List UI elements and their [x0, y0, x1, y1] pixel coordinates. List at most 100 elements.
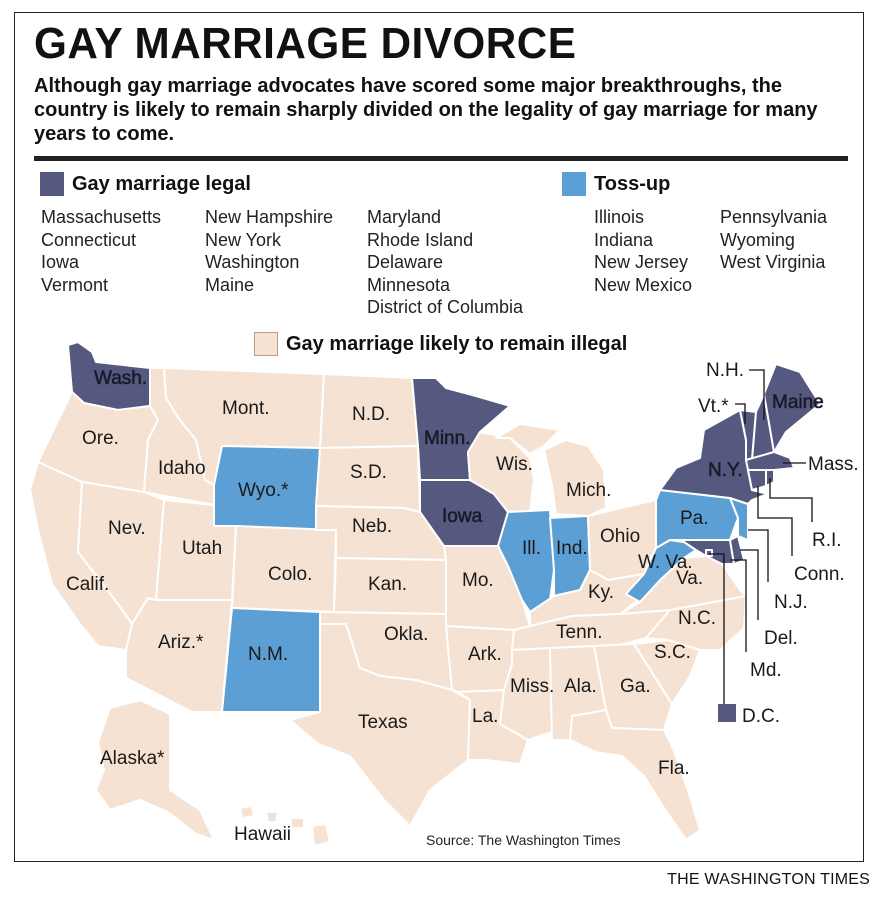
leader-vt — [735, 403, 746, 424]
source-note: Source: The Washington Times — [426, 832, 621, 848]
graphic-title: GAY MARRIAGE DIVORCE — [34, 19, 577, 68]
legal-state: Maine — [205, 274, 255, 295]
leader-lines — [709, 369, 813, 704]
legal-state: New York — [205, 229, 282, 250]
label-or: Ore. — [82, 428, 119, 449]
legal-state: New Hampshire — [205, 207, 334, 227]
label-ne: Neb. — [352, 516, 392, 537]
leader-de — [740, 549, 759, 620]
label-wy: Wyo.* — [238, 480, 289, 501]
legend-tossup-label: Toss-up — [594, 173, 671, 195]
legend-illegal-label: Gay marriage likely to remain illegal — [286, 333, 628, 355]
legal-state: District of Columbia — [367, 297, 524, 317]
state-alaska — [95, 699, 215, 841]
label-nm: N.M. — [248, 644, 288, 665]
leader-ri — [769, 478, 813, 522]
legal-state: Washington — [205, 252, 300, 272]
publisher-credit: THE WASHINGTON TIMES — [667, 871, 870, 888]
label-mt: Mont. — [222, 398, 270, 419]
label-in: Ind. — [556, 538, 588, 559]
label-tx: Texas — [358, 712, 408, 733]
label-id: Idaho — [158, 458, 206, 479]
leader-dc — [709, 553, 725, 704]
label-de: Del. — [764, 628, 798, 649]
leader-md — [730, 559, 747, 652]
state-michigan — [495, 423, 607, 517]
state-district-of-columbia — [705, 549, 713, 557]
label-tn: Tenn. — [556, 622, 602, 643]
label-wa: Wash. — [94, 368, 147, 389]
label-az: Ariz.* — [158, 632, 204, 653]
state-wisconsin — [467, 431, 535, 513]
tossup-swatch — [562, 172, 586, 196]
label-nh: N.H. — [706, 360, 744, 381]
label-ri: R.I. — [812, 530, 842, 551]
state-hawaii — [239, 805, 331, 847]
legend-legal: Gay marriage legal — [40, 172, 251, 196]
state-labels: Wash. Ore. Calif. Idaho Nev. Mont. Wyo.*… — [66, 360, 859, 845]
label-pa: Pa. — [680, 508, 709, 529]
label-vt: Vt.* — [698, 396, 729, 417]
tossup-state: New Mexico — [594, 274, 693, 295]
graphic-frame — [14, 12, 864, 862]
label-va: Va. — [676, 568, 703, 589]
legal-state: Iowa — [41, 252, 80, 272]
tossup-state: New Jersey — [594, 252, 689, 272]
legend-legal-label: Gay marriage legal — [72, 173, 251, 195]
state-texas — [289, 623, 471, 827]
tossup-state: Indiana — [594, 229, 654, 250]
leader-nh — [749, 369, 765, 420]
legal-state: Maryland — [367, 207, 442, 227]
label-sc: S.C. — [654, 642, 691, 663]
illegal-swatch — [254, 332, 278, 356]
legal-state: Vermont — [41, 274, 109, 295]
label-ga: Ga. — [620, 676, 651, 697]
label-ak: Alaska* — [100, 748, 165, 769]
legal-state: Delaware — [367, 252, 444, 272]
label-nc: N.C. — [678, 608, 716, 629]
legal-state: Minnesota — [367, 274, 451, 295]
label-ma: Mass. — [808, 454, 859, 475]
legal-state: Massachusetts — [41, 207, 162, 227]
tossup-state: West Virginia — [720, 252, 826, 272]
label-la: La. — [472, 706, 498, 727]
label-ok: Okla. — [384, 624, 428, 645]
label-dc: D.C. — [742, 706, 780, 727]
label-wv: W. Va. — [638, 552, 693, 573]
label-ca: Calif. — [66, 574, 109, 595]
dc-marker — [718, 704, 736, 722]
state-new-mexico — [221, 607, 321, 713]
label-ar: Ark. — [468, 644, 502, 665]
label-ct: Conn. — [794, 564, 845, 585]
tossup-list-col-1: Illinois Indiana New Jersey New Mexico — [594, 206, 692, 296]
tossup-state: Wyoming — [720, 229, 795, 250]
label-nv: Nev. — [108, 518, 146, 539]
label-mi: Mich. — [566, 480, 611, 501]
label-nj: N.J. — [774, 592, 808, 613]
label-wi: Wis. — [496, 454, 533, 475]
legal-list-col-1: Massachusetts Connecticut Iowa Vermont — [41, 206, 161, 296]
legal-list-col-2: New Hampshire New York Washington Maine — [205, 206, 333, 296]
label-ia: Iowa — [442, 506, 483, 527]
label-co: Colo. — [268, 564, 312, 585]
leader-nj — [748, 529, 769, 582]
label-fl: Fla. — [658, 758, 690, 779]
state-florida — [569, 709, 701, 841]
state-connecticut — [747, 469, 767, 491]
title-divider — [34, 156, 848, 161]
legal-state: Connecticut — [41, 229, 137, 250]
label-sd: S.D. — [350, 462, 387, 483]
label-ms: Miss. — [510, 676, 554, 697]
state-arizona — [125, 597, 233, 713]
label-hi: Hawaii — [234, 824, 291, 845]
state-south-carolina — [633, 639, 701, 705]
legend-tossup: Toss-up — [562, 172, 670, 196]
tossup-state: Pennsylvania — [720, 207, 828, 227]
legal-list-col-3: Maryland Rhode Island Delaware Minnesota… — [367, 206, 523, 319]
label-oh: Ohio — [600, 526, 640, 547]
label-il: Ill. — [522, 538, 541, 559]
label-ut: Utah — [182, 538, 222, 559]
label-ny: N.Y. — [708, 460, 743, 481]
label-md: Md. — [750, 660, 782, 681]
